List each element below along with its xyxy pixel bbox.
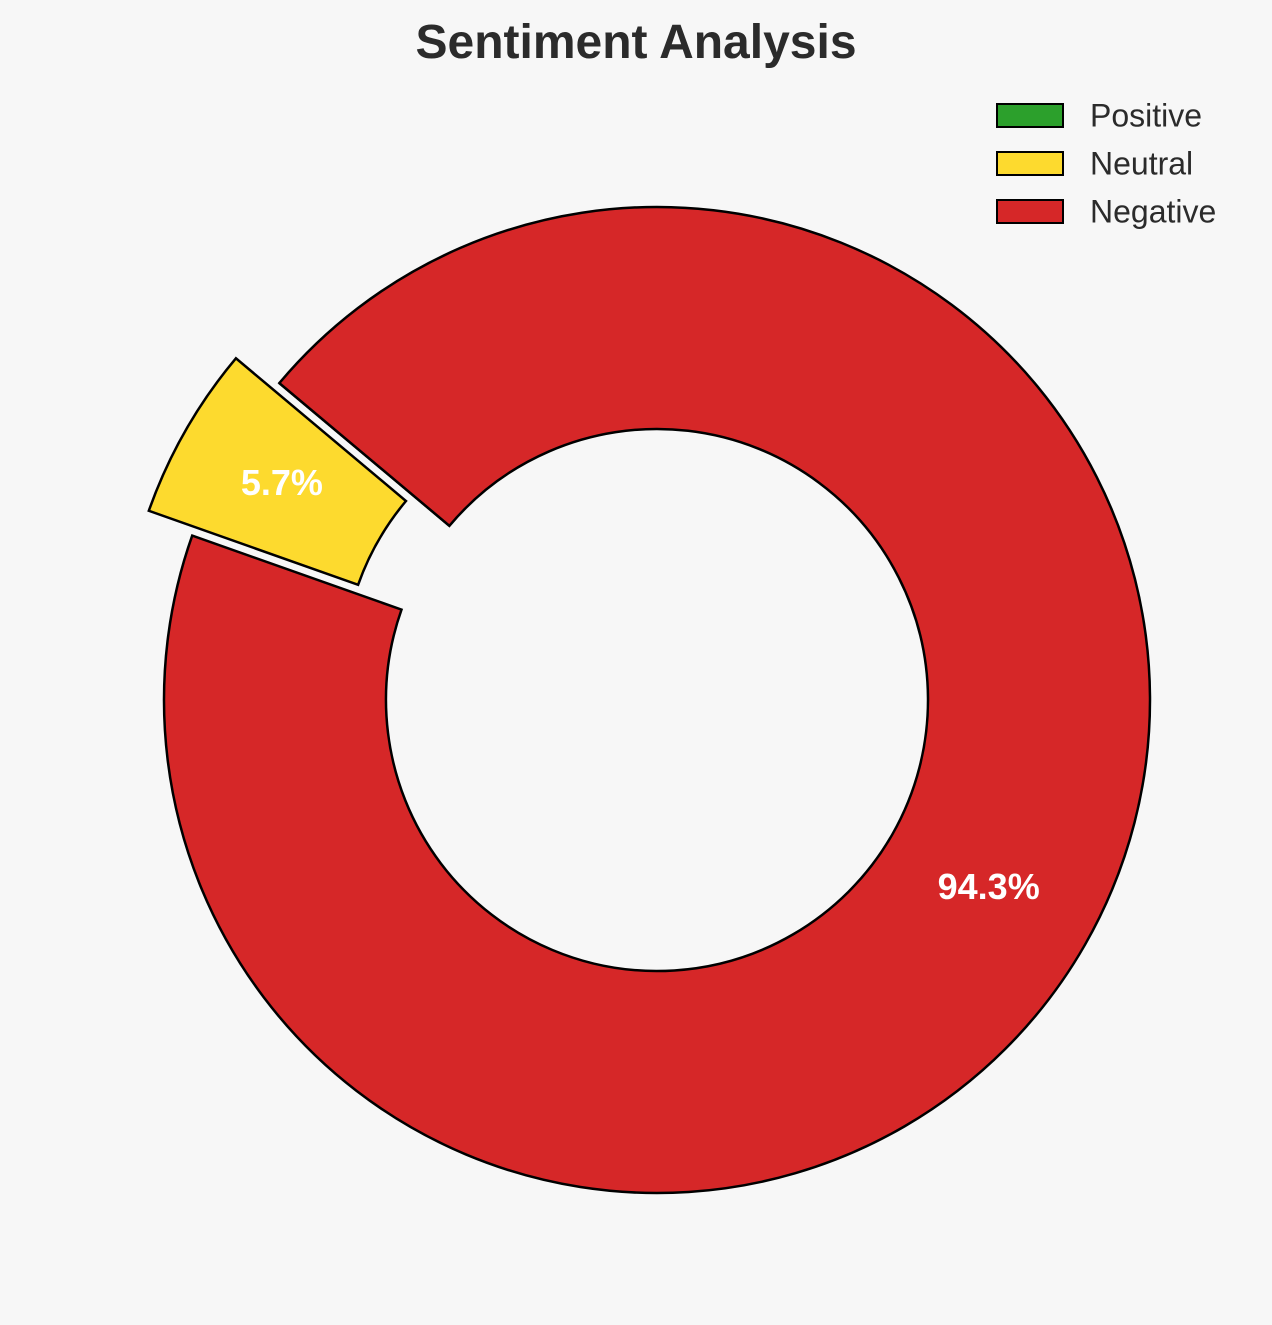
legend-label-neutral: Neutral bbox=[1090, 146, 1193, 182]
legend-swatch-positive bbox=[996, 103, 1064, 128]
slice-label-negative: 94.3% bbox=[938, 866, 1040, 907]
chart-title: Sentiment Analysis bbox=[415, 16, 856, 69]
legend-swatch-negative bbox=[996, 199, 1064, 224]
legend: Positive Neutral Negative bbox=[996, 98, 1216, 230]
legend-swatch-neutral bbox=[996, 151, 1064, 176]
slices-layer bbox=[147, 205, 1152, 1195]
legend-label-positive: Positive bbox=[1090, 98, 1202, 134]
slice-neutral bbox=[147, 356, 408, 587]
slice-negative bbox=[162, 205, 1152, 1195]
slice-label-neutral: 5.7% bbox=[241, 462, 323, 503]
legend-label-negative: Negative bbox=[1090, 194, 1216, 230]
slice-labels-layer: 5.7% 94.3% bbox=[241, 462, 1040, 907]
